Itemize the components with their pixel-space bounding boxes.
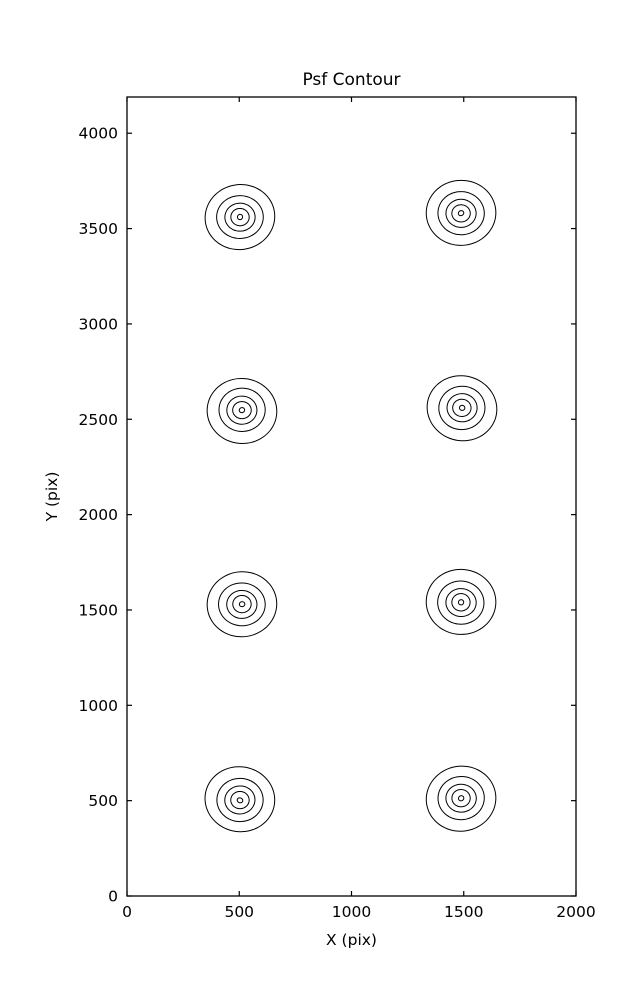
contour-level-4 (457, 795, 465, 802)
x-ticklabel-4: 2000 (556, 903, 595, 921)
contour-level-1 (216, 195, 264, 239)
psf-contour-source (425, 568, 497, 635)
contour-level-2 (445, 198, 477, 228)
contour-level-1 (216, 777, 264, 823)
psf-contour-source (204, 184, 276, 251)
contour-level-3 (232, 594, 252, 614)
y-ticklabel-6: 3000 (79, 315, 118, 333)
contour-level-1 (437, 775, 485, 821)
y-ticklabel-4: 2000 (79, 506, 118, 524)
y-ticklabel-3: 1500 (79, 601, 118, 619)
contour-level-0 (204, 184, 276, 251)
y-ticklabel-0: 0 (108, 888, 118, 906)
contour-level-0 (425, 568, 497, 635)
x-ticklabel-0: 0 (122, 903, 132, 921)
axis-tick-labels: 0 500 1000 1500 2000 0 500 1000 1500 2000 2500 3000… (79, 125, 596, 921)
contour-level-4 (238, 407, 246, 414)
contour-level-3 (232, 401, 252, 420)
psf-contour-source (425, 179, 497, 246)
contour-level-3 (451, 788, 471, 808)
contour-level-4 (236, 213, 244, 221)
contour-level-1 (218, 387, 266, 432)
y-ticklabel-7: 3500 (79, 220, 118, 238)
axes-spines (126, 96, 577, 897)
contour-level-0 (425, 765, 497, 832)
contour-level-4 (458, 404, 466, 411)
psf-contour-source (426, 375, 498, 442)
contour-level-4 (238, 601, 246, 608)
axis-labels: X (pix) Y (pix) (43, 472, 377, 949)
x-ticklabel-2: 1000 (332, 903, 371, 921)
contour-level-3 (230, 207, 250, 227)
y-ticklabel-8: 4000 (79, 125, 118, 143)
contour-level-3 (451, 204, 471, 223)
contour-level-3 (230, 790, 250, 810)
contour-level-0 (426, 375, 498, 442)
contour-level-0 (206, 377, 278, 445)
contour-level-0 (204, 766, 276, 833)
contour-level-3 (451, 593, 471, 612)
axes-frame (126, 96, 577, 897)
contour-level-3 (452, 398, 472, 417)
y-ticklabel-2: 1000 (79, 697, 118, 715)
x-ticklabel-3: 1500 (444, 903, 483, 921)
contour-level-1 (437, 580, 485, 625)
x-ticklabel-1: 500 (224, 903, 254, 921)
plot-title: Psf Contour (302, 70, 400, 90)
y-axis-label: Y (pix) (43, 472, 61, 523)
contour-level-1 (438, 385, 486, 431)
contour-level-2 (224, 202, 256, 232)
psf-contour-source (206, 571, 278, 638)
y-ticklabel-5: 2500 (79, 411, 118, 429)
contour-blobs (204, 179, 498, 833)
axis-ticks (126, 97, 577, 897)
psf-contour-source (204, 766, 276, 833)
contour-level-2 (445, 783, 477, 813)
contour-level-4 (457, 210, 465, 217)
contour-level-2 (446, 393, 478, 423)
contour-level-1 (218, 582, 266, 627)
psf-contour-source (425, 765, 497, 832)
psf-contour-source (206, 377, 278, 445)
y-ticklabel-1: 500 (88, 792, 118, 810)
contour-level-2 (226, 395, 258, 425)
contour-level-4 (457, 599, 465, 606)
contour-level-0 (425, 179, 497, 246)
contour-level-2 (224, 785, 256, 815)
contour-level-2 (226, 589, 258, 619)
contour-level-1 (437, 191, 485, 236)
contour-level-4 (236, 797, 244, 804)
contour-level-2 (445, 588, 477, 618)
contour-level-0 (206, 571, 278, 638)
x-axis-label: X (pix) (326, 931, 377, 949)
plot-title-group: Psf Contour (302, 70, 400, 90)
